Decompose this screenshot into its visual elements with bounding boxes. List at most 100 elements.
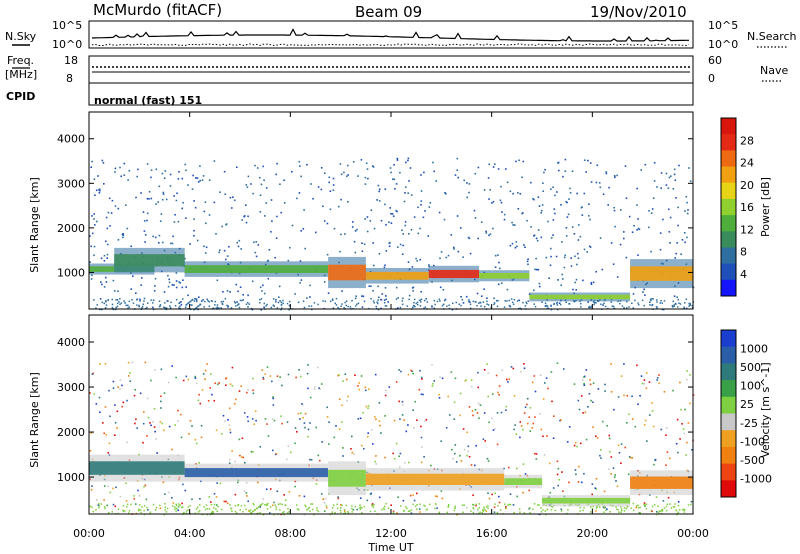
speckle-point bbox=[420, 436, 423, 439]
speckle-point bbox=[388, 221, 390, 223]
speckle-point bbox=[672, 389, 674, 392]
colorbar-swatch bbox=[721, 380, 736, 398]
speckle-point bbox=[479, 404, 482, 406]
speckle-point bbox=[372, 166, 375, 168]
speckle-point bbox=[520, 425, 523, 427]
ground-point bbox=[556, 308, 559, 311]
speckle-point bbox=[564, 254, 566, 257]
ground-point bbox=[236, 304, 239, 306]
speckle-point bbox=[260, 309, 262, 311]
speckle-point bbox=[412, 290, 414, 292]
speckle-point bbox=[589, 246, 592, 248]
ground-point bbox=[178, 503, 180, 505]
speckle-point bbox=[125, 204, 127, 206]
ground-point bbox=[419, 503, 421, 505]
speckle-point bbox=[213, 201, 216, 204]
speckle-point bbox=[572, 288, 574, 291]
speckle-point bbox=[631, 457, 633, 459]
speckle-point bbox=[620, 209, 622, 211]
speckle-point bbox=[463, 448, 466, 451]
speckle-point bbox=[596, 437, 599, 439]
ground-point bbox=[111, 298, 113, 301]
speckle-point bbox=[460, 460, 463, 462]
speckle-point bbox=[526, 219, 528, 222]
speckle-point bbox=[539, 413, 541, 415]
ground-point bbox=[623, 510, 626, 512]
speckle-point bbox=[303, 422, 306, 424]
ground-point bbox=[316, 507, 318, 509]
ground-point bbox=[201, 513, 204, 516]
ground-point bbox=[259, 298, 261, 301]
speckle-point bbox=[119, 495, 122, 498]
speckle-point bbox=[418, 388, 421, 391]
speckle-point bbox=[521, 176, 523, 179]
ground-point bbox=[544, 513, 547, 516]
speckle-point bbox=[175, 280, 178, 282]
speckle-point bbox=[143, 220, 146, 222]
speckle-point bbox=[269, 512, 271, 514]
speckle-point bbox=[109, 225, 111, 227]
speckle-point bbox=[313, 388, 316, 390]
speckle-point bbox=[283, 179, 285, 182]
ground-point bbox=[504, 507, 507, 509]
speckle-point bbox=[122, 401, 125, 404]
speckle-point bbox=[420, 190, 423, 192]
y-tick-label: 2000 bbox=[57, 222, 85, 235]
ground-point bbox=[672, 506, 675, 508]
speckle-point bbox=[122, 233, 124, 235]
speckle-point bbox=[587, 159, 589, 162]
speckle-point bbox=[219, 191, 221, 193]
speckle-point bbox=[552, 234, 554, 236]
speckle-point bbox=[374, 416, 376, 418]
speckle-point bbox=[193, 218, 195, 220]
speckle-point bbox=[420, 174, 422, 176]
speckle-point bbox=[408, 233, 410, 235]
speckle-point bbox=[410, 194, 413, 196]
speckle-point bbox=[260, 183, 263, 186]
speckle-point bbox=[109, 491, 112, 494]
speckle-point bbox=[613, 209, 616, 212]
speckle-point bbox=[358, 388, 361, 391]
speckle-point bbox=[486, 363, 488, 365]
ground-point bbox=[302, 300, 305, 302]
ground-point bbox=[204, 508, 207, 511]
speckle-point bbox=[326, 416, 329, 418]
speckle-point bbox=[202, 175, 205, 177]
speckle-point bbox=[562, 490, 564, 492]
speckle-point bbox=[503, 213, 506, 216]
speckle-point bbox=[388, 245, 391, 247]
ground-point bbox=[560, 510, 563, 512]
speckle-point bbox=[163, 392, 166, 394]
speckle-point bbox=[557, 161, 560, 164]
speckle-point bbox=[253, 241, 255, 244]
speckle-point bbox=[419, 258, 421, 261]
ground-point bbox=[359, 504, 361, 506]
ground-point bbox=[658, 510, 660, 512]
speckle-point bbox=[91, 232, 94, 235]
speckle-point bbox=[474, 464, 476, 467]
ground-point bbox=[128, 512, 130, 514]
ground-point bbox=[483, 306, 486, 308]
speckle-point bbox=[666, 451, 669, 453]
speckle-point bbox=[436, 507, 438, 509]
speckle-point bbox=[262, 284, 264, 287]
speckle-point bbox=[185, 217, 187, 219]
speckle-point bbox=[468, 455, 471, 458]
speckle-point bbox=[271, 418, 274, 420]
ground-point bbox=[405, 506, 407, 508]
speckle-point bbox=[259, 506, 261, 508]
speckle-point bbox=[196, 382, 198, 385]
speckle-point bbox=[237, 481, 239, 484]
speckle-point bbox=[465, 506, 468, 509]
speckle-point bbox=[306, 297, 308, 299]
ground-point bbox=[508, 299, 510, 302]
ground-point bbox=[203, 306, 205, 308]
speckle-point bbox=[275, 299, 277, 301]
ground-point bbox=[253, 504, 255, 506]
speckle-point bbox=[637, 227, 640, 230]
ground-point bbox=[282, 299, 284, 302]
ground-point bbox=[506, 300, 508, 302]
ground-point bbox=[448, 304, 450, 306]
ground-point bbox=[377, 308, 380, 311]
speckle-point bbox=[123, 162, 126, 165]
